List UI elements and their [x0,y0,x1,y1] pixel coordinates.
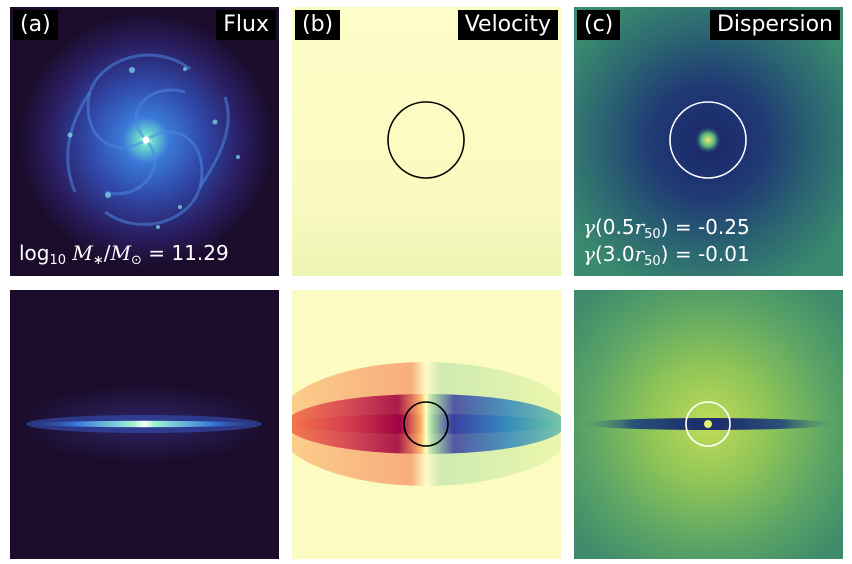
panel-label-a: (a) [13,10,58,40]
panel-label-c: (c) [577,10,621,40]
flux-edge-on-panel [10,290,279,559]
gamma-inner-annotation: γ(0.5r50) = -0.25 [583,215,750,242]
half-light-circle [669,101,747,179]
flux-face-on-panel: (a) Flux log10 M∗/M⊙ = 11.29 [10,7,279,276]
half-light-circle [403,401,449,447]
dispersion-edge-on-image [574,290,843,559]
half-light-circle [685,401,731,447]
dispersion-face-on-panel: (c) Dispersion γ(0.5r50) = -0.25 γ(3.0r5… [574,7,843,276]
velocity-face-on-image [292,7,561,276]
panel-title-flux: Flux [216,10,276,40]
panel-label-b: (b) [295,10,341,40]
half-light-circle [387,101,465,179]
velocity-edge-on-panel [292,290,561,559]
dispersion-face-on-image [574,7,843,276]
flux-face-on-image [10,7,279,276]
dispersion-edge-on-panel [574,290,843,559]
velocity-face-on-panel: (b) Velocity [292,7,561,276]
stellar-mass-annotation: log10 M∗/M⊙ = 11.29 [19,241,229,268]
velocity-edge-on-image [292,290,561,559]
panel-title-velocity: Velocity [457,10,558,40]
gamma-outer-annotation: γ(3.0r50) = -0.01 [583,242,750,269]
panel-title-dispersion: Dispersion [709,10,840,40]
flux-edge-on-image [10,290,279,559]
